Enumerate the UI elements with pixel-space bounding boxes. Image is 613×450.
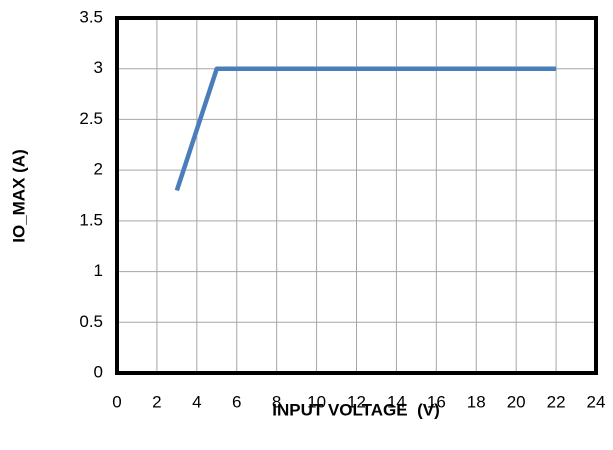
- y-axis-label: IO_MAX (A): [9, 149, 28, 243]
- y-tick-label: 1: [94, 261, 103, 280]
- x-tick-label: 20: [507, 392, 526, 411]
- x-tick-label: 12: [347, 392, 366, 411]
- y-tick-label: 0.5: [79, 312, 103, 331]
- x-tick-label: 22: [547, 392, 566, 411]
- x-tick-label: 14: [387, 392, 406, 411]
- x-tick-label: 2: [152, 392, 161, 411]
- y-tick-label: 2: [94, 160, 103, 179]
- x-tick-label: 6: [232, 392, 241, 411]
- y-tick-label: 3.5: [79, 7, 103, 26]
- x-tick-label: 8: [272, 392, 281, 411]
- x-axis-label: INPUT VOLTAGE (V): [272, 400, 439, 419]
- y-tick-label: 3: [94, 58, 103, 77]
- x-tick-label: 4: [192, 392, 201, 411]
- x-tick-label: 18: [467, 392, 486, 411]
- x-tick-label: 0: [112, 392, 121, 411]
- y-tick-label: 1.5: [79, 210, 103, 229]
- x-tick-label: 10: [307, 392, 326, 411]
- x-tick-label: 16: [427, 392, 446, 411]
- y-tick-label: 2.5: [79, 109, 103, 128]
- x-tick-label: 24: [587, 392, 606, 411]
- plot-border: [115, 16, 598, 375]
- data-line: [174, 66, 557, 192]
- y-tick-label: 0: [94, 362, 103, 381]
